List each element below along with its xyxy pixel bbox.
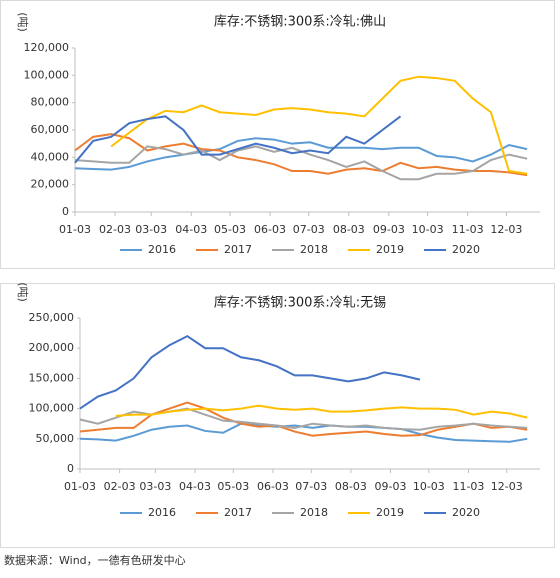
x-tick-label: 07-03 bbox=[295, 480, 327, 493]
y-tick-label: 100,000 bbox=[24, 68, 70, 81]
x-tick-label: 03-03 bbox=[139, 480, 171, 493]
x-tick-label: 03-03 bbox=[135, 223, 167, 236]
data-line bbox=[79, 334, 421, 410]
data-line bbox=[110, 75, 528, 175]
x-tick-label: 05-03 bbox=[217, 480, 249, 493]
x-tick-label: 10-03 bbox=[413, 480, 445, 493]
x-tick-label: 04-03 bbox=[179, 480, 211, 493]
chart-title: 库存:不锈钢:300系:冷轧:佛山 bbox=[214, 14, 386, 30]
source-note: 数据来源：Wind，一德有色研发中心 bbox=[4, 553, 186, 567]
data-line bbox=[74, 115, 402, 164]
x-tick-label: 09-03 bbox=[373, 223, 405, 236]
x-tick-label: 12-03 bbox=[490, 223, 522, 236]
legend-label: 2020 bbox=[452, 243, 480, 256]
data-line bbox=[74, 133, 528, 177]
x-tick-label: 07-03 bbox=[293, 223, 325, 236]
x-tick-label: 12-03 bbox=[491, 480, 523, 493]
data-line bbox=[74, 137, 528, 171]
y-tick-label: 40,000 bbox=[31, 150, 70, 163]
x-tick-label: 06-03 bbox=[254, 223, 286, 236]
x-tick-label: 08-03 bbox=[335, 480, 367, 493]
y-tick-label: 50,000 bbox=[36, 432, 75, 445]
y-tick-label: 100,000 bbox=[29, 402, 75, 415]
data-line bbox=[115, 404, 528, 419]
y-tick-label: 60,000 bbox=[31, 123, 70, 136]
x-tick-label: 04-03 bbox=[175, 223, 207, 236]
x-tick-label: 06-03 bbox=[257, 480, 289, 493]
legend-label: 2019 bbox=[376, 243, 404, 256]
legend-label: 2016 bbox=[148, 243, 176, 256]
y-tick-label: 200,000 bbox=[29, 341, 75, 354]
y-axis-label: (吨) bbox=[16, 282, 29, 302]
legend-label: 2017 bbox=[224, 243, 252, 256]
chart-frame bbox=[0, 283, 555, 548]
x-tick-label: 08-03 bbox=[333, 223, 365, 236]
legend-label: 2019 bbox=[376, 506, 404, 519]
y-tick-label: 150,000 bbox=[29, 371, 75, 384]
y-tick-label: 0 bbox=[62, 205, 69, 218]
chart-frame bbox=[0, 0, 555, 269]
y-tick-label: 20,000 bbox=[31, 178, 70, 191]
y-tick-label: 250,000 bbox=[29, 311, 75, 324]
legend-label: 2018 bbox=[300, 243, 328, 256]
chart-title: 库存:不锈钢:300系:冷轧:无锡 bbox=[214, 295, 386, 311]
x-tick-label: 02-03 bbox=[104, 480, 136, 493]
x-tick-label: 02-03 bbox=[99, 223, 131, 236]
x-tick-label: 05-03 bbox=[214, 223, 246, 236]
legend-label: 2016 bbox=[148, 506, 176, 519]
y-axis-label: (吨) bbox=[16, 12, 29, 32]
legend-label: 2017 bbox=[224, 506, 252, 519]
y-tick-label: 0 bbox=[67, 462, 74, 475]
y-tick-label: 120,000 bbox=[24, 41, 70, 54]
legend-label: 2020 bbox=[452, 506, 480, 519]
x-tick-label: 01-03 bbox=[64, 480, 96, 493]
x-tick-label: 09-03 bbox=[375, 480, 407, 493]
x-tick-label: 01-03 bbox=[59, 223, 91, 236]
x-tick-label: 11-03 bbox=[452, 480, 484, 493]
legend-label: 2018 bbox=[300, 506, 328, 519]
x-tick-label: 10-03 bbox=[412, 223, 444, 236]
y-tick-label: 80,000 bbox=[31, 96, 70, 109]
x-tick-label: 11-03 bbox=[452, 223, 484, 236]
